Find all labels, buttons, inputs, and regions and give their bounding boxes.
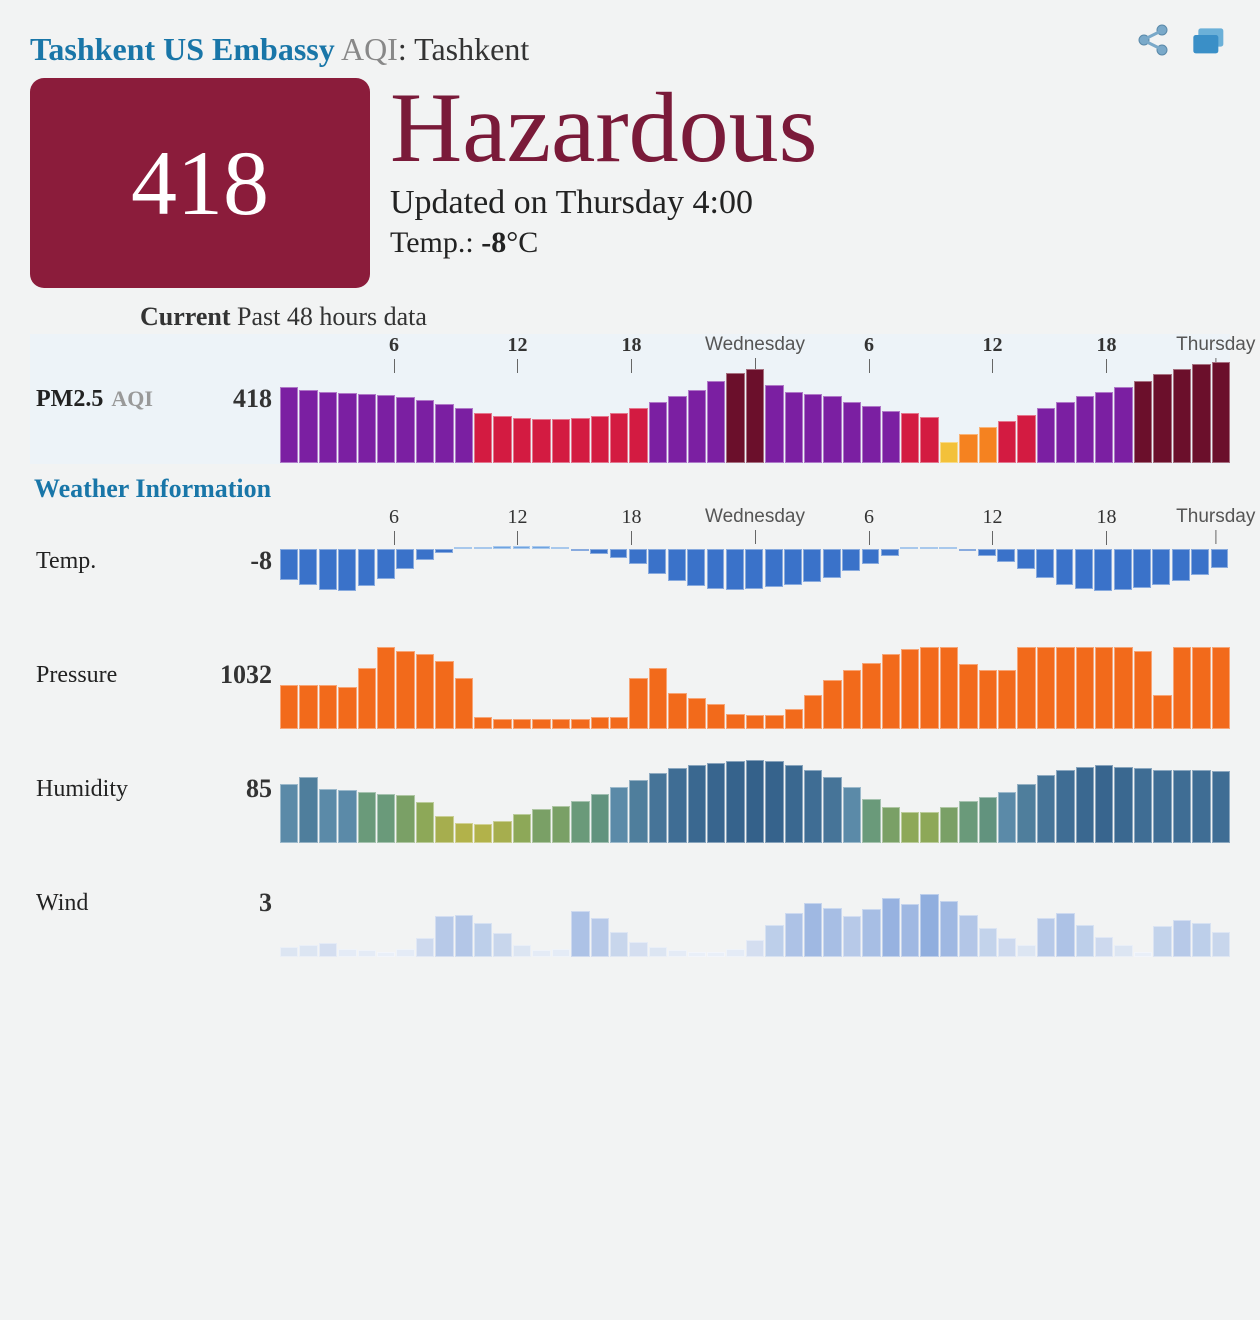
status-text: Hazardous [390,78,818,178]
temp-current-value: -8 [210,506,280,616]
wind-chart [280,848,1230,958]
pm25-value: 418 [210,334,280,464]
pm25-chart: 61218Wednesday61218Thursday [280,334,1230,464]
humidity-chart [280,734,1230,844]
wind-label: Wind [30,848,210,958]
pm25-row: PM2.5 AQI 418 61218Wednesday61218Thursda… [30,334,1230,464]
hero-text: Hazardous Updated on Thursday 4:00 Temp.… [390,78,818,260]
title-block: Tashkent US Embassy AQI: Tashkent [30,31,529,68]
aqi-value-box: 418 [30,78,370,288]
share-icon[interactable] [1132,20,1172,65]
aqi-label: AQI [341,31,398,67]
pressure-row: Pressure 1032 [30,620,1230,730]
header-actions [1132,20,1230,65]
pressure-label: Pressure [30,620,210,730]
windows-icon[interactable] [1190,20,1230,65]
humidity-label: Humidity [30,734,210,844]
pm25-label: PM2.5 AQI [30,334,210,464]
title-rest: : Tashkent [398,31,529,67]
humidity-current-value: 85 [210,734,280,844]
updated-line: Updated on Thursday 4:00 [390,184,818,222]
page-header: Tashkent US Embassy AQI: Tashkent [30,20,1230,68]
temp-line: Temp.: -8°C [390,226,818,260]
pressure-current-value: 1032 [210,620,280,730]
location-link[interactable]: Tashkent US Embassy [30,31,335,67]
temp-row: Temp. -8 61218Wednesday61218Thursday [30,506,1230,616]
temp-label: Temp. [30,506,210,616]
wind-row: Wind 3 [30,848,1230,958]
wind-current-value: 3 [210,848,280,958]
humidity-row: Humidity 85 [30,734,1230,844]
temp-chart: 61218Wednesday61218Thursday [280,506,1230,616]
pressure-chart [280,620,1230,730]
chart-caption: Current Past 48 hours data [140,302,1230,332]
weather-section-title: Weather Information [34,474,1230,504]
hero: 418 Hazardous Updated on Thursday 4:00 T… [30,78,1230,288]
aqi-value: 418 [131,130,269,236]
